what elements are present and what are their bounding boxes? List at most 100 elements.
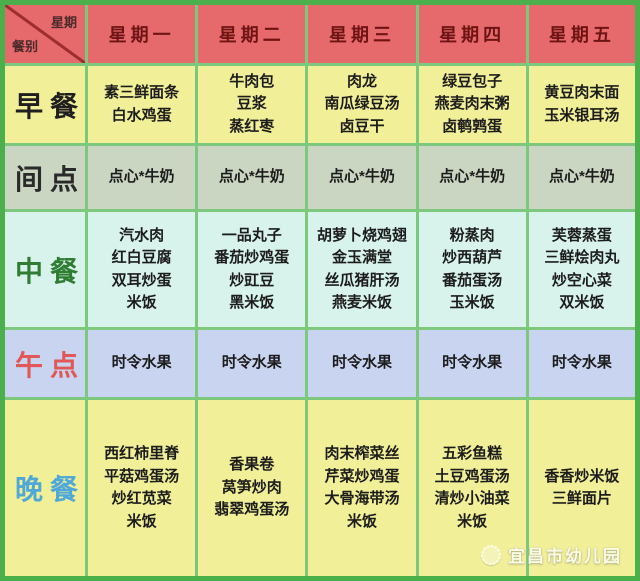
dish-name: 翡翠鸡蛋汤 — [214, 501, 290, 519]
meal-label-breakfast: 早餐 — [1, 63, 88, 146]
dish-name: 番茄炒鸡蛋 — [214, 249, 290, 266]
menu-cell-lunch-day5: 芙蓉蒸蛋三鲜烩肉丸炒空心菜双米饭 — [525, 209, 640, 330]
dish-name: 时令水果 — [111, 354, 172, 372]
dish-name: 红白豆腐 — [111, 249, 172, 266]
menu-cell-dinner-day5: 香香炒米饭 三鲜面片 — [525, 397, 640, 580]
menu-cell-morning-snack-day1: 点心*牛奶 — [84, 143, 199, 212]
dish-name: 炒豇豆 — [229, 271, 275, 289]
dish-name: 卤豆干 — [339, 117, 385, 135]
dish-name: 炒空心菜 — [551, 271, 612, 289]
meal-row-lunch: 中餐 汽水肉 红白豆腐 双耳炒蛋 米饭 一品丸子 番茄炒鸡蛋 炒豇豆 黑米饭 胡萝卜烧鸡翅 金玉满堂… — [1, 209, 640, 330]
dish-name: 蒸红枣 — [229, 117, 275, 135]
dish-name: 清炒小油菜 — [434, 490, 510, 507]
day-header-1: 星期一 — [84, 1, 199, 66]
menu-cell-morning-snack-day4: 点心*牛奶 — [415, 143, 529, 212]
dish-name: 一品丸子 — [221, 226, 282, 244]
day-header-2: 星期二 — [195, 1, 309, 66]
corner-cell: 星期 餐别 — [1, 1, 88, 66]
dish-name: 时令水果 — [551, 354, 612, 372]
menu-cell-lunch-day2: 一品丸子番茄炒鸡蛋炒豇豆黑米饭 — [195, 209, 309, 330]
dish-name: 点心*牛奶 — [439, 168, 506, 186]
dish-name: 香香炒米饭 — [544, 467, 620, 485]
meal-row-dinner: 晚餐 西红柿里脊 平菇鸡蛋汤 炒红苋菜 米饭 香果卷 莴笋炒肉 翡翠鸡蛋汤 肉末榨菜丝 芹菜炒鸡蛋… — [1, 397, 640, 580]
dish-name: 牛肉包 — [229, 72, 275, 90]
menu-cell-lunch-day4: 粉蒸肉 炒西葫芦 番茄蛋汤 玉米饭 — [415, 209, 529, 330]
dish-name: 大骨海带汤 — [324, 490, 400, 507]
meal-label-dinner: 晚餐 — [1, 397, 88, 580]
dish-name: 卤鹌鹑蛋 — [442, 117, 503, 135]
dish-name: 西红柿里脊 — [104, 445, 180, 462]
dish-name: 胡萝卜烧鸡翅 — [316, 226, 407, 244]
day-header-4: 星期四 — [415, 1, 529, 66]
dish-name: 炒红苋菜 — [111, 490, 172, 507]
dish-name: 米饭 — [346, 512, 377, 530]
menu-cell-breakfast-day4: 绿豆包子燕麦肉末粥卤鹌鹑蛋 — [415, 63, 529, 146]
diagonal-line-icon — [5, 5, 85, 63]
dish-name: 莴笋炒肉 — [221, 478, 282, 496]
menu-cell-afternoon-snack-day5: 时令水果 — [525, 327, 640, 400]
dish-name: 粉蒸肉 — [449, 226, 495, 244]
menu-cell-dinner-day1: 西红柿里脊 平菇鸡蛋汤 炒红苋菜 米饭 — [84, 397, 199, 580]
dish-name: 米饭 — [126, 512, 157, 530]
dish-name: 三鲜面片 — [551, 490, 612, 507]
dish-name: 三鲜烩肉丸 — [544, 249, 620, 266]
menu-cell-dinner-day2: 香果卷莴笋炒肉翡翠鸡蛋汤 — [195, 397, 309, 580]
dish-name: 芙蓉蒸蛋 — [551, 226, 612, 244]
dish-name: 丝瓜猪肝汤 — [324, 271, 400, 289]
dish-name: 炒西葫芦 — [442, 249, 503, 266]
dish-name: 时令水果 — [331, 354, 392, 372]
dish-name: 金玉满堂 — [331, 249, 392, 266]
menu-cell-afternoon-snack-day1: 时令水果 — [84, 327, 199, 400]
dish-name: 燕麦米饭 — [331, 294, 392, 311]
menu-cell-breakfast-day1: 素三鲜面条 白水鸡蛋 — [84, 63, 199, 146]
menu-cell-breakfast-day5: 黄豆肉末面玉米银耳汤 — [525, 63, 640, 146]
dish-name: 土豆鸡蛋汤 — [434, 467, 510, 485]
corner-week-label: 星期 — [50, 15, 77, 30]
dish-name: 白水鸡蛋 — [111, 106, 172, 124]
meal-row-morning-snack: 间点 点心*牛奶 点心*牛奶 点心*牛奶 点心*牛奶 点心*牛奶 — [1, 143, 640, 212]
menu-cell-morning-snack-day3: 点心*牛奶 — [305, 143, 419, 212]
menu-cell-lunch-day3: 胡萝卜烧鸡翅 金玉满堂丝瓜猪肝汤燕麦米饭 — [305, 209, 419, 330]
menu-cell-afternoon-snack-day3: 时令水果 — [305, 327, 419, 400]
dish-name: 玉米饭 — [449, 294, 495, 311]
dish-name: 玉米银耳汤 — [544, 106, 620, 124]
dish-name: 双耳炒蛋 — [111, 271, 172, 289]
dish-name: 燕麦肉末粥 — [434, 95, 510, 113]
dish-name: 汽水肉 — [119, 226, 165, 244]
corner-meal-label: 餐别 — [12, 39, 39, 54]
dish-name: 点心*牛奶 — [218, 168, 285, 186]
meal-label-afternoon-snack: 午点 — [1, 327, 88, 400]
menu-cell-morning-snack-day2: 点心*牛奶 — [195, 143, 309, 212]
dish-name: 时令水果 — [221, 354, 282, 372]
meal-label-lunch: 中餐 — [1, 209, 88, 330]
dish-name: 双米饭 — [559, 294, 605, 311]
dish-name: 点心*牛奶 — [108, 168, 175, 186]
meal-row-afternoon-snack: 午点 时令水果 时令水果 时令水果 时令水果 时令水果 — [1, 327, 640, 400]
dish-name: 米饭 — [126, 294, 157, 311]
menu-cell-lunch-day1: 汽水肉红白豆腐双耳炒蛋米饭 — [84, 209, 199, 330]
menu-cell-afternoon-snack-day4: 时令水果 — [415, 327, 529, 400]
dish-name: 南瓜绿豆汤 — [324, 95, 400, 113]
dish-name: 点心*牛奶 — [548, 168, 615, 186]
meal-row-breakfast: 早餐 素三鲜面条 白水鸡蛋 牛肉包 豆浆 蒸红枣 肉龙 南瓜绿豆汤 卤豆干 绿豆包子 燕麦肉末粥 卤鹌… — [1, 63, 640, 146]
menu-cell-afternoon-snack-day2: 时令水果 — [195, 327, 309, 400]
dish-name: 米饭 — [457, 512, 488, 530]
dish-name: 芹菜炒鸡蛋 — [324, 467, 400, 485]
meal-label-morning-snack: 间点 — [1, 143, 88, 212]
header-row: 星期 餐别 星期一 星期二 星期三 星期四 星期五 — [1, 1, 640, 66]
dish-name: 点心*牛奶 — [329, 168, 395, 186]
menu-cell-dinner-day4: 五彩鱼糕土豆鸡蛋汤清炒小油菜米饭 — [415, 397, 529, 580]
dish-name: 素三鲜面条 — [104, 84, 180, 101]
dish-name: 黑米饭 — [229, 294, 275, 311]
dish-name: 香果卷 — [229, 456, 275, 474]
dish-name: 黄豆肉末面 — [544, 84, 620, 101]
dish-name: 肉龙 — [346, 72, 377, 90]
menu-cell-dinner-day3: 肉末榨菜丝 芹菜炒鸡蛋 大骨海带汤 米饭 — [305, 397, 419, 580]
menu-cell-breakfast-day2: 牛肉包 豆浆 蒸红枣 — [195, 63, 309, 146]
day-header-5: 星期五 — [525, 1, 640, 66]
dish-name: 豆浆 — [236, 95, 267, 113]
dish-name: 绿豆包子 — [442, 72, 503, 90]
dish-name: 五彩鱼糕 — [442, 445, 503, 462]
